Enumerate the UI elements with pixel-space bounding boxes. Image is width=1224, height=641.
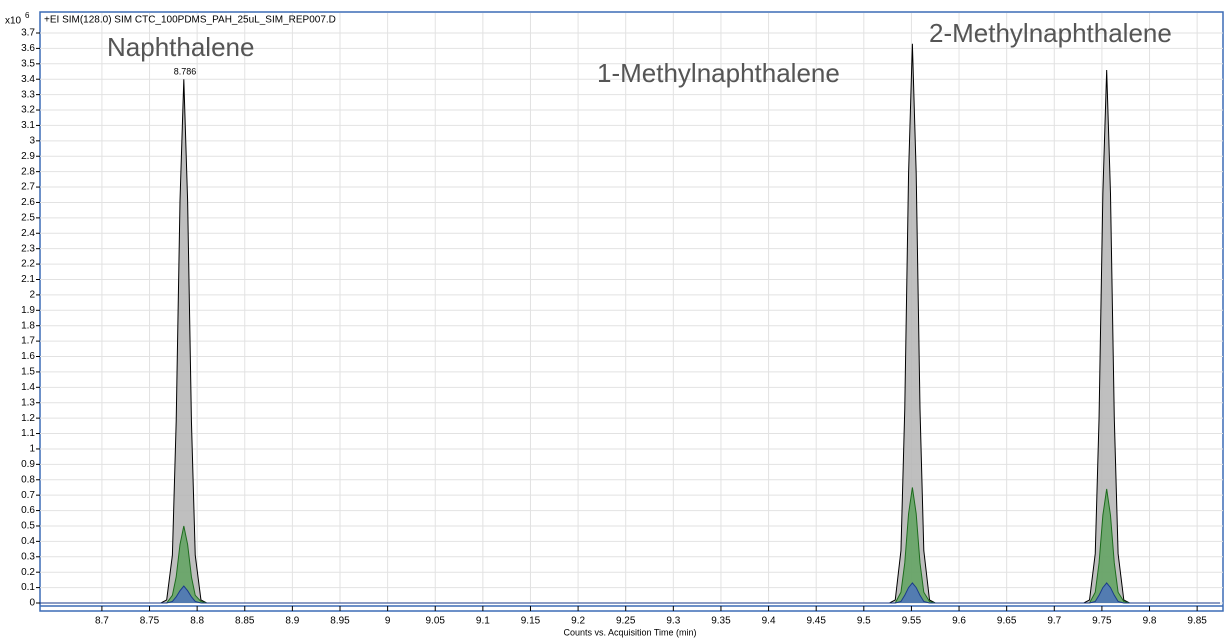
- x-tick-label: 9.65: [997, 616, 1017, 627]
- y-tick-label: 3.1: [21, 120, 35, 131]
- peak-name: Naphthalene: [107, 32, 254, 62]
- y-tick-label: 0.7: [21, 490, 35, 501]
- y-tick-label: 0.6: [21, 505, 35, 516]
- x-tick-label: 9.3: [666, 616, 680, 627]
- y-tick-label: 1.5: [21, 367, 35, 378]
- y-tick-label: 2.6: [21, 197, 35, 208]
- x-tick-label: 9.45: [806, 616, 826, 627]
- x-tick-label: 9.75: [1092, 616, 1112, 627]
- y-tick-label: 1.7: [21, 336, 35, 347]
- x-tick-label: 8.95: [330, 616, 350, 627]
- y-tick-label: 0.9: [21, 459, 35, 470]
- y-tick-label: 1.8: [21, 320, 35, 331]
- y-tick-label: 1.2: [21, 413, 35, 424]
- y-tick-label: 2.9: [21, 151, 35, 162]
- peak-name: 1-Methylnaphthalene: [597, 58, 840, 88]
- x-tick-label: 9.5: [857, 616, 871, 627]
- y-tick-label: 3.6: [21, 43, 35, 54]
- y-tick-label: 1.4: [21, 382, 35, 393]
- y-tick-label: 0.2: [21, 567, 35, 578]
- x-tick-label: 8.9: [285, 616, 299, 627]
- area-line: [40, 487, 1220, 604]
- x-tick-label: 8.75: [140, 616, 160, 627]
- peak-name: 2-Methylnaphthalene: [929, 18, 1172, 48]
- y-tick-label: 2.5: [21, 213, 35, 224]
- y-tick-label: 1.6: [21, 351, 35, 362]
- y-tick-label: 2.3: [21, 243, 35, 254]
- y-tick-label: 1.9: [21, 305, 35, 316]
- x-tick-label: 9.05: [426, 616, 446, 627]
- x-tick-label: 9.15: [521, 616, 541, 627]
- x-tick-label: 9.85: [1187, 616, 1207, 627]
- y-tick-label: 0.3: [21, 551, 35, 562]
- area-fill: [40, 582, 1220, 603]
- y-tick-label: 2.2: [21, 259, 35, 270]
- x-tick-label: 9.35: [711, 616, 731, 627]
- x-tick-label: 9.55: [902, 616, 922, 627]
- x-axis-label: Counts vs. Acquisition Time (min): [563, 627, 696, 637]
- x-tick-label: 9.1: [476, 616, 490, 627]
- area-line: [40, 43, 1220, 604]
- y-tick-label: 0.8: [21, 474, 35, 485]
- y-multiplier-exponent: 6: [25, 11, 30, 20]
- y-tick-label: 0.1: [21, 582, 35, 593]
- area-line: [40, 582, 1220, 604]
- x-tick-label: 8.7: [95, 616, 109, 627]
- grid: [40, 13, 1223, 604]
- x-tick-label: 9.4: [762, 616, 776, 627]
- x-tick-label: 9.2: [571, 616, 585, 627]
- y-tick-label: 3.5: [21, 58, 35, 69]
- plot-frame: [39, 11, 1224, 612]
- y-tick-label: 2: [29, 290, 35, 301]
- y-tick-label: 0: [29, 598, 35, 609]
- y-tick-label: 2.1: [21, 274, 35, 285]
- x-tick-label: 9.25: [616, 616, 636, 627]
- y-tick-label: 3.2: [21, 105, 35, 116]
- y-tick-label: 1.1: [21, 428, 35, 439]
- y-tick-label: 3.4: [21, 74, 35, 85]
- y-tick-label: 3.7: [21, 28, 35, 39]
- areas: [40, 43, 1220, 604]
- peak-label: 8.786: [174, 66, 197, 76]
- x-tick-label: 8.8: [190, 616, 204, 627]
- y-tick-label: 2.8: [21, 166, 35, 177]
- x-tick-label: 9.8: [1143, 616, 1157, 627]
- x-tick-label: 8.85: [235, 616, 255, 627]
- x-tick-label: 9.6: [952, 616, 966, 627]
- y-tick-label: 2.4: [21, 228, 35, 239]
- y-tick-label: 0.5: [21, 521, 35, 532]
- chart-title: +EI SIM(128.0) SIM CTC_100PDMS_PAH_25uL_…: [44, 15, 336, 26]
- y-tick-label: 3.3: [21, 89, 35, 100]
- y-tick-label: 1.3: [21, 397, 35, 408]
- y-tick-label: 1: [29, 444, 35, 455]
- x-tick-label: 9: [385, 616, 391, 627]
- x-tick-label: 9.7: [1047, 616, 1061, 627]
- y-tick-label: 2.7: [21, 182, 35, 193]
- y-tick-label: 3: [29, 135, 35, 146]
- y-tick-label: 0.4: [21, 536, 35, 547]
- y-multiplier: x10: [5, 16, 22, 27]
